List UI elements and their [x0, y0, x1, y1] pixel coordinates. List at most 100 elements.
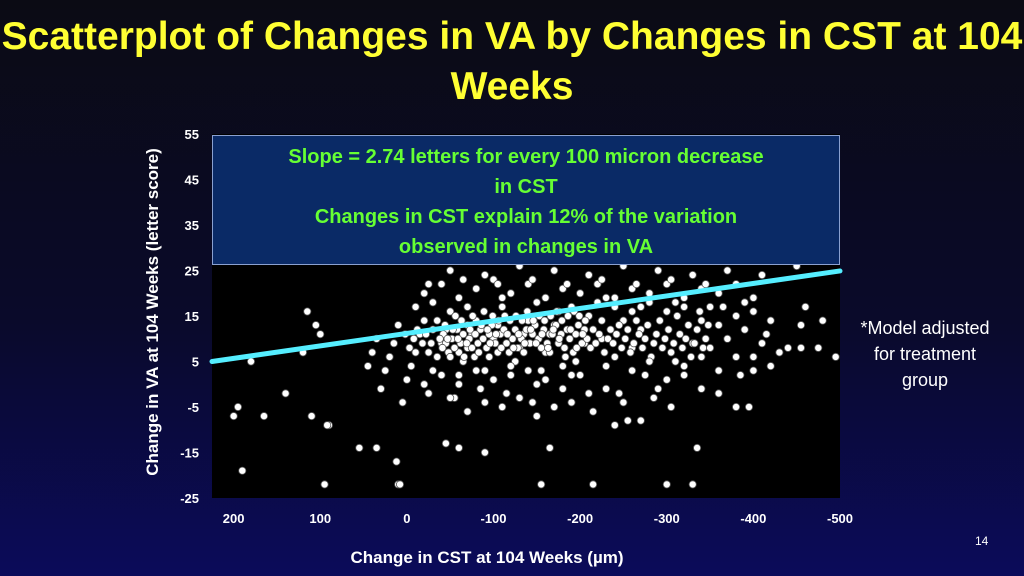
- data-point: [636, 416, 645, 425]
- data-point: [566, 325, 575, 334]
- data-point: [649, 339, 658, 348]
- data-point: [662, 375, 671, 384]
- y-tick-label: 45: [185, 173, 199, 188]
- data-point: [480, 366, 489, 375]
- data-point: [453, 334, 462, 343]
- data-point: [437, 371, 446, 380]
- data-point: [595, 330, 604, 339]
- data-point: [311, 321, 320, 330]
- data-point: [801, 302, 810, 311]
- data-point: [643, 321, 652, 330]
- data-point: [797, 321, 806, 330]
- data-point: [623, 416, 632, 425]
- data-point: [446, 266, 455, 275]
- data-point: [463, 302, 472, 311]
- data-point: [424, 389, 433, 398]
- data-point: [606, 325, 615, 334]
- annotation-line-3: Changes in CST explain 12% of the variat…: [314, 206, 738, 228]
- data-point: [454, 293, 463, 302]
- data-point: [407, 362, 416, 371]
- data-point: [629, 339, 638, 348]
- data-point: [433, 352, 442, 361]
- data-point: [229, 412, 238, 421]
- y-tick-label: 35: [185, 218, 199, 233]
- data-point: [446, 307, 455, 316]
- data-point: [454, 371, 463, 380]
- data-point: [385, 352, 394, 361]
- data-point: [420, 380, 429, 389]
- x-tick-label: 0: [403, 511, 410, 526]
- data-point: [749, 366, 758, 375]
- data-point: [797, 343, 806, 352]
- data-point: [398, 398, 407, 407]
- data-point: [706, 343, 715, 352]
- data-point: [628, 307, 637, 316]
- data-point: [564, 311, 573, 320]
- data-point: [480, 398, 489, 407]
- data-point: [508, 334, 517, 343]
- data-point: [411, 302, 420, 311]
- data-point: [740, 298, 749, 307]
- data-point: [395, 480, 404, 489]
- data-point: [615, 389, 624, 398]
- data-point: [831, 352, 840, 361]
- data-point: [589, 480, 598, 489]
- data-point: [409, 334, 418, 343]
- data-point: [671, 357, 680, 366]
- points-group: [229, 261, 840, 489]
- data-point: [486, 339, 495, 348]
- model-note: *Model adjusted for treatment group: [860, 318, 990, 390]
- data-point: [578, 330, 587, 339]
- data-point: [506, 289, 515, 298]
- data-point: [502, 389, 511, 398]
- data-point: [641, 334, 650, 343]
- data-point: [459, 275, 468, 284]
- y-tick-label: -15: [180, 446, 199, 461]
- data-point: [443, 334, 452, 343]
- data-point: [460, 352, 469, 361]
- annotation-box: Slope = 2.74 letters for every 100 micro…: [212, 135, 840, 265]
- y-ticks: 55 45 35 25 15 5 -5 -15 -25: [180, 127, 199, 506]
- data-point: [437, 280, 446, 289]
- data-point: [695, 307, 704, 316]
- data-point: [576, 289, 585, 298]
- data-point: [451, 311, 460, 320]
- data-point: [515, 393, 524, 402]
- data-point: [320, 480, 329, 489]
- data-point: [678, 343, 687, 352]
- y-tick-label: 15: [185, 309, 199, 324]
- data-point: [701, 334, 710, 343]
- data-point: [577, 339, 586, 348]
- data-point: [316, 330, 325, 339]
- data-point: [697, 352, 706, 361]
- data-point: [438, 343, 447, 352]
- data-point: [454, 443, 463, 452]
- data-point: [540, 316, 549, 325]
- data-point: [472, 284, 481, 293]
- chart-title: Scatterplot of Changes in VA by Changes …: [1, 15, 1023, 108]
- data-point: [468, 311, 477, 320]
- data-point: [446, 352, 455, 361]
- data-point: [424, 280, 433, 289]
- data-point: [581, 316, 590, 325]
- data-point: [411, 348, 420, 357]
- data-point: [497, 343, 506, 352]
- x-axis-label: Change in CST at 104 Weeks (µm): [350, 548, 623, 567]
- data-point: [526, 325, 535, 334]
- data-point: [405, 343, 414, 352]
- data-point: [571, 357, 580, 366]
- data-point: [233, 402, 242, 411]
- x-tick-label: -300: [654, 511, 680, 526]
- data-point: [541, 293, 550, 302]
- data-point: [550, 402, 559, 411]
- data-point: [635, 330, 644, 339]
- data-point: [424, 348, 433, 357]
- data-point: [584, 389, 593, 398]
- data-point: [654, 384, 663, 393]
- data-point: [667, 402, 676, 411]
- data-point: [688, 270, 697, 279]
- data-point: [680, 362, 689, 371]
- data-point: [565, 334, 574, 343]
- data-point: [610, 421, 619, 430]
- data-point: [784, 343, 793, 352]
